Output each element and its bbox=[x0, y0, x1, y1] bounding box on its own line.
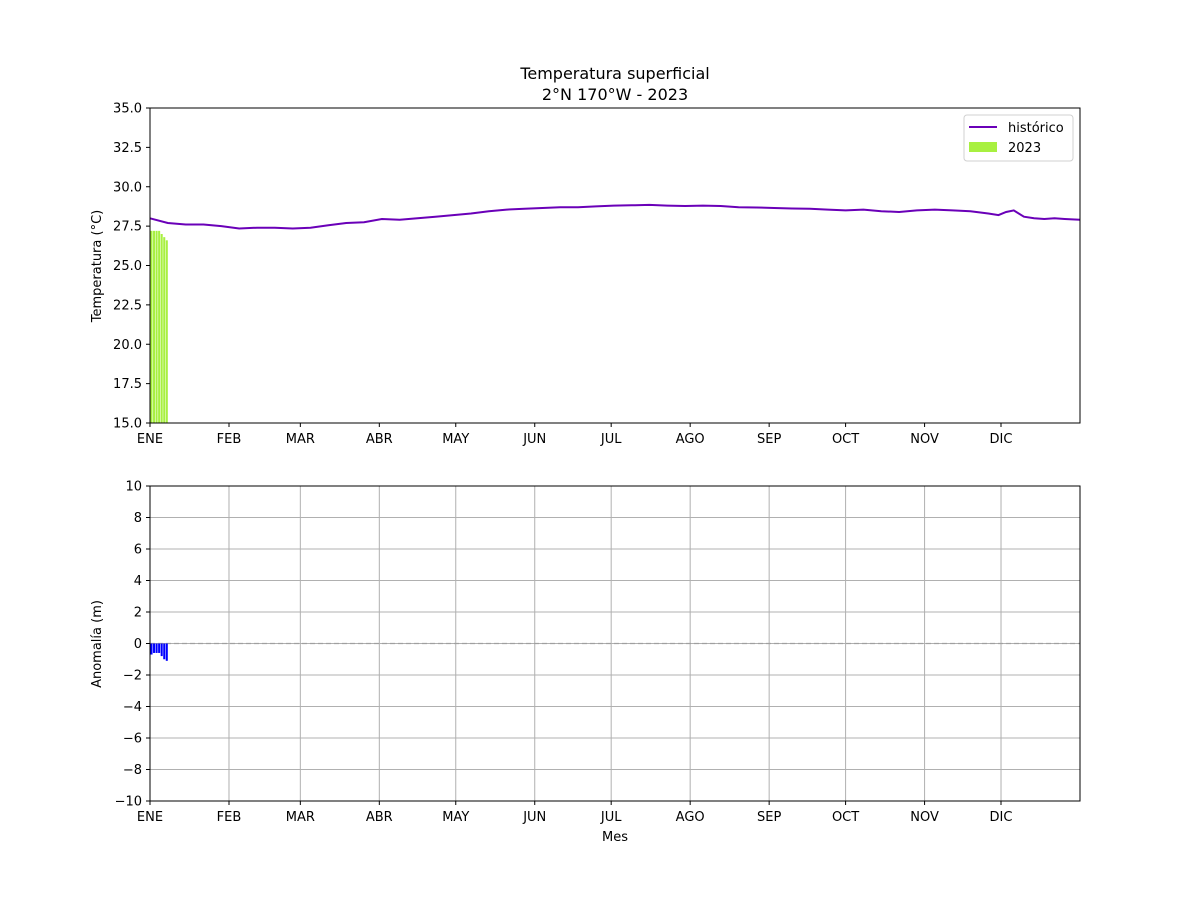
y-tick-label: 15.0 bbox=[113, 417, 142, 432]
x-tick-label: JUN bbox=[522, 432, 546, 447]
y-tick-label: 4 bbox=[134, 574, 142, 589]
x-tick-label: SEP bbox=[757, 432, 781, 447]
legend-label: 2023 bbox=[1008, 141, 1041, 156]
x-tick-label: ENE bbox=[137, 432, 163, 447]
y-tick-label: −10 bbox=[115, 795, 142, 810]
x-tick-label: FEB bbox=[217, 810, 242, 825]
x-tick-label: OCT bbox=[832, 810, 859, 825]
y-tick-label: 30.0 bbox=[113, 180, 142, 195]
x-tick-label: OCT bbox=[832, 432, 859, 447]
y-axis-label-temperature: Temperatura (°C) bbox=[90, 210, 105, 323]
bar-2023 bbox=[165, 240, 168, 423]
y-tick-label: −8 bbox=[123, 763, 142, 778]
bar-anomaly bbox=[155, 643, 158, 653]
x-tick-label: ABR bbox=[366, 432, 393, 447]
x-tick-label: AGO bbox=[676, 432, 705, 447]
y-tick-label: −6 bbox=[123, 732, 142, 747]
series-line-historico bbox=[149, 203, 1081, 230]
y-tick-label: −4 bbox=[123, 700, 142, 715]
x-tick-label: MAY bbox=[442, 432, 469, 447]
bar-2023 bbox=[163, 237, 166, 423]
bar-anomaly bbox=[153, 643, 156, 653]
x-tick-label: MAR bbox=[286, 432, 315, 447]
y-tick-label: 6 bbox=[134, 543, 142, 558]
y-tick-label: −2 bbox=[123, 669, 142, 684]
legend: histórico 2023 bbox=[963, 114, 1074, 162]
x-tick-label: SEP bbox=[757, 810, 781, 825]
x-tick-label: AGO bbox=[676, 810, 705, 825]
bar-anomaly bbox=[160, 643, 163, 657]
temperature-panel: Temperatura superficial 2°N 170°W - 2023… bbox=[90, 64, 1081, 447]
y-tick-label: 32.5 bbox=[113, 141, 142, 156]
temperature-plot-area: 15.0 17.5 20.0 22.5 25.0 27.5 30.0 32.5 35.0 ENE F… bbox=[113, 102, 1081, 447]
x-tick-label: NOV bbox=[910, 432, 939, 447]
x-tick-label: DIC bbox=[990, 810, 1013, 825]
legend-label: histórico bbox=[1008, 121, 1064, 136]
chart-subtitle: 2°N 170°W - 2023 bbox=[542, 85, 688, 104]
y-axis-label-anomaly: Anomalía (m) bbox=[90, 600, 105, 688]
bar-anomaly bbox=[163, 643, 166, 660]
x-tick-label: JUL bbox=[600, 432, 622, 447]
bar-2023 bbox=[160, 234, 163, 423]
x-tick-label: ABR bbox=[366, 810, 393, 825]
y-tick-label: 35.0 bbox=[113, 102, 142, 117]
anomaly-panel: −10 −8 −6 −4 −2 0 2 4 6 8 10 ENE FEB MAR ABR MAY JUN JUL A… bbox=[90, 480, 1081, 845]
y-tick-label: 27.5 bbox=[113, 220, 142, 235]
x-tick-label: MAR bbox=[286, 810, 315, 825]
chart-title: Temperatura superficial bbox=[519, 64, 709, 83]
bar-2023 bbox=[153, 230, 156, 423]
x-axis-label-month: Mes bbox=[602, 830, 628, 845]
bar-anomaly bbox=[158, 643, 161, 653]
y-tick-label: 2 bbox=[134, 606, 142, 621]
x-tick-label: JUL bbox=[600, 810, 622, 825]
bar-2023 bbox=[155, 230, 158, 423]
y-tick-label: 25.0 bbox=[113, 259, 142, 274]
x-tick-label: MAY bbox=[442, 810, 469, 825]
y-tick-label: 10 bbox=[125, 480, 142, 495]
x-tick-label: NOV bbox=[910, 810, 939, 825]
bar-2023 bbox=[150, 230, 153, 423]
bar-anomaly bbox=[165, 643, 168, 661]
x-tick-label: JUN bbox=[522, 810, 546, 825]
x-tick-label: FEB bbox=[217, 432, 242, 447]
y-tick-label: 8 bbox=[134, 511, 142, 526]
x-tick-label: DIC bbox=[990, 432, 1013, 447]
y-tick-label: 22.5 bbox=[113, 298, 142, 313]
bar-anomaly bbox=[150, 643, 153, 655]
bar-2023 bbox=[158, 230, 161, 423]
y-tick-label: 17.5 bbox=[113, 377, 142, 392]
y-tick-label: 0 bbox=[134, 637, 142, 652]
legend-swatch-bar bbox=[969, 142, 997, 152]
x-tick-label: ENE bbox=[137, 810, 163, 825]
y-tick-label: 20.0 bbox=[113, 338, 142, 353]
anomaly-plot-area: −10 −8 −6 −4 −2 0 2 4 6 8 10 ENE FEB MAR ABR MAY JUN JUL A… bbox=[115, 480, 1081, 825]
